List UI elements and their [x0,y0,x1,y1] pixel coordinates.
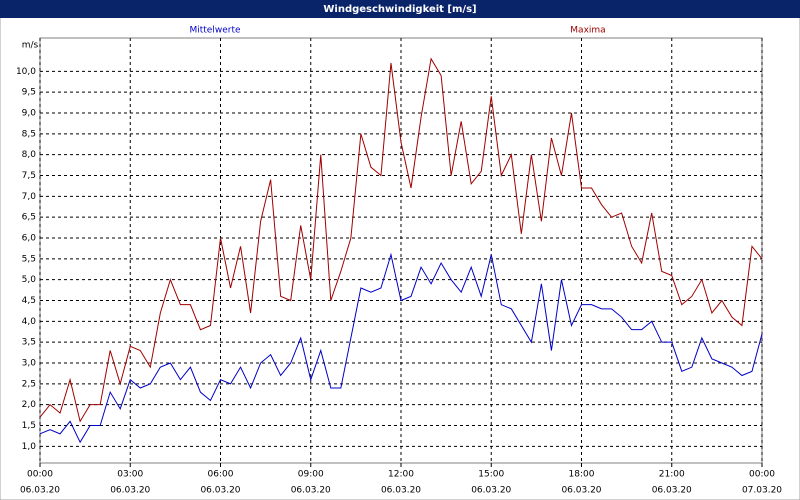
x-tick-date: 06.03.20 [110,486,150,496]
chart-title: Windgeschwindigkeit [m/s] [323,4,476,15]
y-tick-label: 10,0 [16,67,36,77]
y-tick-label: 9,5 [22,88,36,98]
x-tick-date: 06.03.20 [471,486,511,496]
x-tick-date: 06.03.20 [381,486,421,496]
y-tick-label: 1,0 [22,442,37,452]
y-tick-label: 4,0 [22,317,37,327]
y-tick-label: 8,5 [22,129,36,139]
x-tick-date: 06.03.20 [200,486,240,496]
y-tick-label: 4,5 [22,296,36,306]
legend-entry: Mittelwerte [189,26,240,36]
x-tick-label: 09:00 [298,470,324,480]
x-tick-label: 18:00 [569,470,595,480]
title-bar [0,0,800,18]
y-tick-label: 7,5 [22,171,36,181]
x-tick-date: 07.03.20 [742,486,782,496]
y-tick-label: 6,0 [22,234,37,244]
y-tick-label: 6,5 [22,213,36,223]
x-tick-label: 03:00 [117,470,143,480]
data-line [39,252,763,444]
x-tick-label: 00:00 [749,470,775,480]
y-tick-label: 8,0 [22,150,37,160]
y-tick-label: 5,5 [22,254,36,264]
y-tick-label: 2,5 [22,379,36,389]
x-tick-label: 15:00 [478,470,504,480]
y-tick-label: 9,0 [22,109,37,119]
x-tick-label: 06:00 [208,470,234,480]
y-tick-label: 2,0 [22,400,37,410]
x-tick-label: 00:00 [27,470,53,480]
data-line [39,57,763,423]
x-tick-date: 06.03.20 [561,486,601,496]
y-tick-label: 3,5 [22,338,36,348]
x-tick-date: 06.03.20 [652,486,692,496]
x-tick-date: 06.03.20 [291,486,331,496]
y-tick-label: 5,0 [22,275,37,285]
y-axis-label: m/s [22,41,39,51]
y-tick-label: 3,0 [22,359,37,369]
y-tick-label: 7,0 [22,192,37,202]
legend-entry: Maxima [570,26,605,36]
x-tick-date: 06.03.20 [20,486,60,496]
x-tick-label: 12:00 [388,470,414,480]
y-tick-label: 1,5 [22,421,36,431]
x-tick-label: 21:00 [659,470,685,480]
